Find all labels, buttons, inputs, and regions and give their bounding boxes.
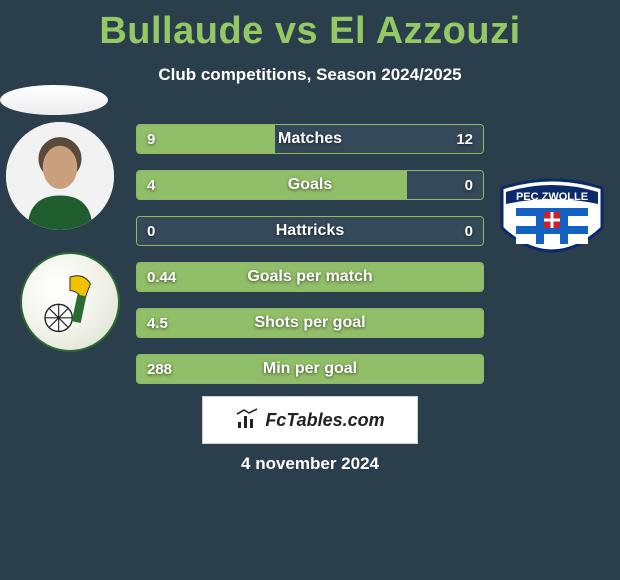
stat-label: Min per goal <box>137 355 483 383</box>
stat-row: Shots per goal4.5 <box>136 308 484 338</box>
stat-row: Goals per match0.44 <box>136 262 484 292</box>
stat-label: Goals per match <box>137 263 483 291</box>
date-label: 4 november 2024 <box>0 454 620 474</box>
stat-value-right: 12 <box>456 125 473 153</box>
stat-label: Hattricks <box>137 217 483 245</box>
stat-value-right: 0 <box>465 217 473 245</box>
stat-value-left: 0.44 <box>147 263 176 291</box>
stat-label: Shots per goal <box>137 309 483 337</box>
player-right-avatar <box>0 85 108 115</box>
fctables-label: FcTables.com <box>265 410 384 431</box>
stat-row: Min per goal288 <box>136 354 484 384</box>
player-left-avatar <box>6 122 114 230</box>
comparison-chart: Matches912Goals40Hattricks00Goals per ma… <box>136 124 484 400</box>
chart-icon <box>235 408 259 432</box>
stat-value-left: 9 <box>147 125 155 153</box>
club-right-badge: PEC ZWOLLE <box>500 178 604 264</box>
stat-label: Matches <box>137 125 483 153</box>
pec-zwolle-icon: PEC ZWOLLE <box>500 178 604 264</box>
stat-row: Hattricks0 0 <box>136 216 484 246</box>
stat-value-left: 4.5 <box>147 309 168 337</box>
stat-value-left: 288 <box>147 355 172 383</box>
subtitle: Club competitions, Season 2024/2025 <box>0 65 620 85</box>
stat-value-right: 0 <box>465 171 473 199</box>
fctables-badge[interactable]: FcTables.com <box>202 396 418 444</box>
fortuna-sittard-icon <box>36 268 104 336</box>
stat-value-left: 4 <box>147 171 155 199</box>
stat-row: Matches9 12 <box>136 124 484 154</box>
stat-value-left: 0 <box>147 217 155 245</box>
club-left-badge <box>20 252 120 352</box>
svg-text:PEC ZWOLLE: PEC ZWOLLE <box>516 191 588 203</box>
player-silhouette-icon <box>6 122 114 230</box>
page-title: Bullaude vs El Azzouzi <box>0 0 620 53</box>
stat-label: Goals <box>137 171 483 199</box>
stat-row: Goals4 0 <box>136 170 484 200</box>
